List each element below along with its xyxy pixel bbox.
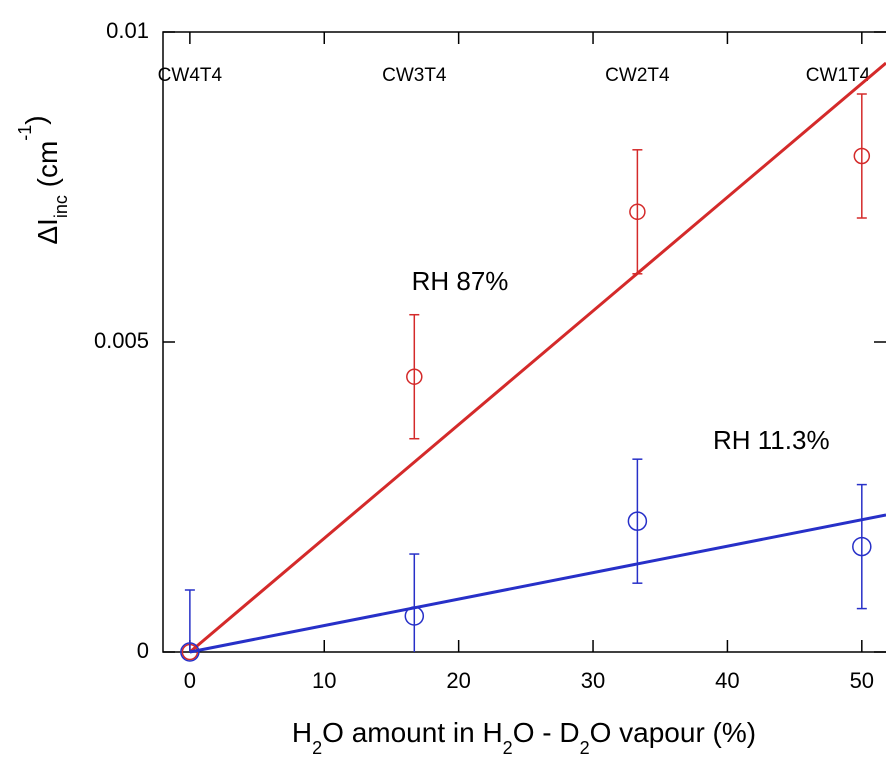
x-tick-label: 20 [446, 668, 470, 693]
error-bar [409, 553, 420, 652]
x-axis-label-part: O vapour (%) [590, 717, 757, 748]
top-label: CW1T4 [806, 65, 871, 86]
x-axis-label-part: 2 [580, 738, 590, 758]
x-axis-label-part: 2 [312, 738, 322, 758]
x-axis-label-part: 2 [503, 738, 513, 758]
marker [853, 147, 871, 165]
error-bar [632, 458, 643, 584]
x-axis-label: H2O amount in H2O - D2O vapour (%) [292, 717, 756, 757]
top-label: CW3T4 [382, 65, 447, 86]
fit-line [188, 61, 886, 654]
x-tick-label: 50 [850, 668, 874, 693]
y-axis-label-part: -1 [15, 125, 35, 141]
error-bar [856, 93, 867, 219]
plot-frame [162, 31, 886, 653]
x-tick-label: 40 [715, 668, 739, 693]
marker [180, 642, 200, 662]
y-tick-label: 0.01 [106, 18, 149, 43]
marker [406, 368, 423, 385]
marker [627, 511, 648, 531]
x-axis-label-part: O amount in H [322, 717, 503, 748]
fit-line [189, 513, 886, 654]
y-axis-label-part: (cm [32, 141, 63, 195]
marker [404, 606, 425, 626]
series-label: RH 11.3% [713, 425, 830, 455]
error-bar [856, 483, 867, 610]
x-axis-label-part: H [292, 717, 312, 748]
marker [629, 203, 646, 221]
top-label: CW4T4 [158, 65, 223, 86]
y-axis-label: ΔIinc (cm-1) [15, 115, 71, 244]
series-label: RH 87% [412, 266, 509, 296]
x-axis-label-part: O - D [513, 717, 580, 748]
y-axis-label-part: inc [51, 195, 71, 218]
x-tick-label: 0 [184, 668, 196, 693]
x-tick-label: 10 [312, 668, 336, 693]
error-bar [409, 313, 420, 440]
y-tick-label: 0 [137, 638, 149, 663]
error-bar [632, 149, 643, 275]
y-axis-label-part: ΔI [32, 218, 63, 244]
y-tick-label: 0.005 [94, 328, 149, 353]
y-axis-label-part: ) [20, 115, 51, 124]
error-bar [184, 589, 195, 652]
marker [852, 536, 872, 557]
top-label: CW2T4 [605, 65, 670, 86]
x-tick-label: 30 [581, 668, 605, 693]
